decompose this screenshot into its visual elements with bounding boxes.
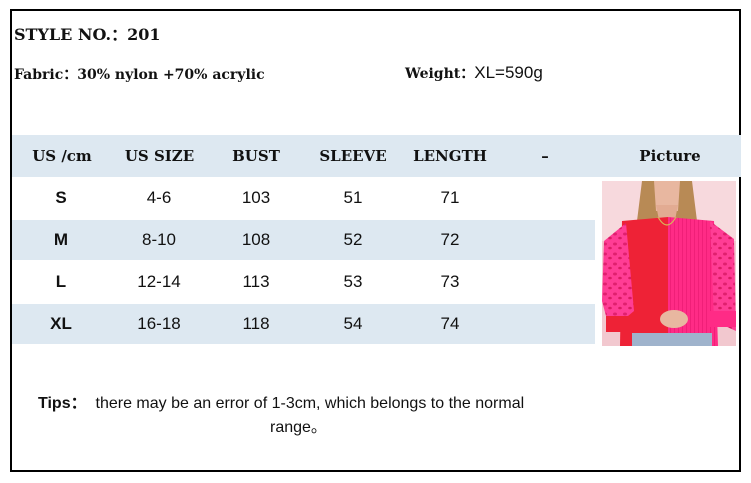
length-cell: 73 [440,272,460,291]
col-header-us-cm: US /cm [32,147,92,165]
size-cell: XL [50,314,72,333]
us-size-cell: 16-18 [137,314,181,333]
tips-line-2: range。 [270,419,327,436]
col-header-length: LENGTH [413,147,487,165]
weight-label: Weight： [405,66,475,82]
table-row [12,304,595,344]
product-picture [602,181,736,346]
bust-cell: 113 [242,272,270,291]
sleeve-cell: 52 [343,230,363,249]
table-header-row [12,135,741,177]
bust-cell: 103 [241,188,271,207]
weight-value: XL=590g [474,63,543,82]
weight-info: Weight：XL=590g [405,63,543,83]
bust-cell: 118 [242,314,270,333]
fabric-label: Fabric： [14,67,78,83]
sleeve-cell: 53 [343,272,363,291]
table-row [12,220,595,260]
us-size-cell: 12-14 [137,272,181,291]
col-header-us-size: US SIZE [124,147,195,165]
us-size-cell: 4-6 [146,188,172,207]
fabric-info: Fabric：30% nylon +70% acrylic [14,64,265,84]
col-header-bust: BUST [232,147,280,165]
length-cell: 72 [440,230,460,249]
bust-cell: 108 [241,230,271,249]
col-header-sleeve: SLEEVE [319,147,387,165]
sleeve-cell: 51 [343,188,363,207]
fabric-value: 30% nylon +70% acrylic [77,67,265,83]
length-cell: 74 [440,314,460,333]
tips-text: Tips： there may be an error of 1-3cm, wh… [38,389,598,413]
col-header-dash: – [541,147,549,165]
size-cell: S [55,188,67,207]
size-cell: L [55,272,67,291]
tips-line-1: there may be an error of 1-3cm, which be… [95,395,525,412]
length-cell: 71 [440,188,460,207]
sleeve-cell: 54 [343,314,363,333]
tips-label: Tips： [38,395,87,412]
col-header-picture: Picture [639,147,701,165]
style-number: STYLE NO.：201 [14,25,161,44]
size-cell: M [53,230,69,249]
us-size-cell: 8-10 [141,230,177,249]
